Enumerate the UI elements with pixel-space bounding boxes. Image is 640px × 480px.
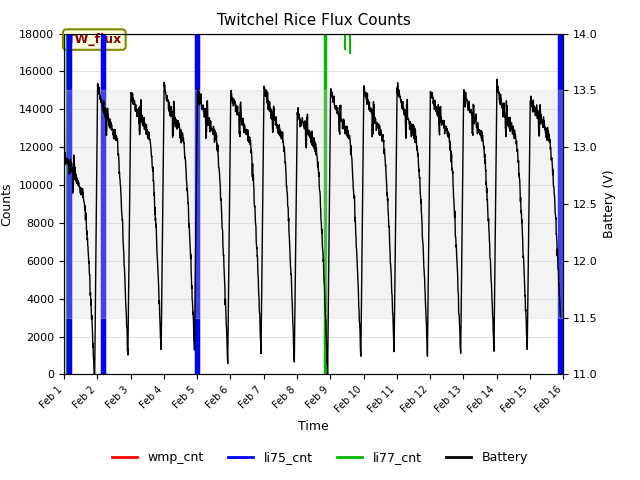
- Title: Twitchel Rice Flux Counts: Twitchel Rice Flux Counts: [217, 13, 410, 28]
- Legend: wmp_cnt, li75_cnt, li77_cnt, Battery: wmp_cnt, li75_cnt, li77_cnt, Battery: [107, 446, 533, 469]
- Y-axis label: Counts: Counts: [1, 182, 13, 226]
- Y-axis label: Battery (V): Battery (V): [604, 170, 616, 238]
- Text: TW_flux: TW_flux: [67, 33, 122, 46]
- Bar: [64, 90, 563, 318]
- X-axis label: Time: Time: [298, 420, 329, 433]
